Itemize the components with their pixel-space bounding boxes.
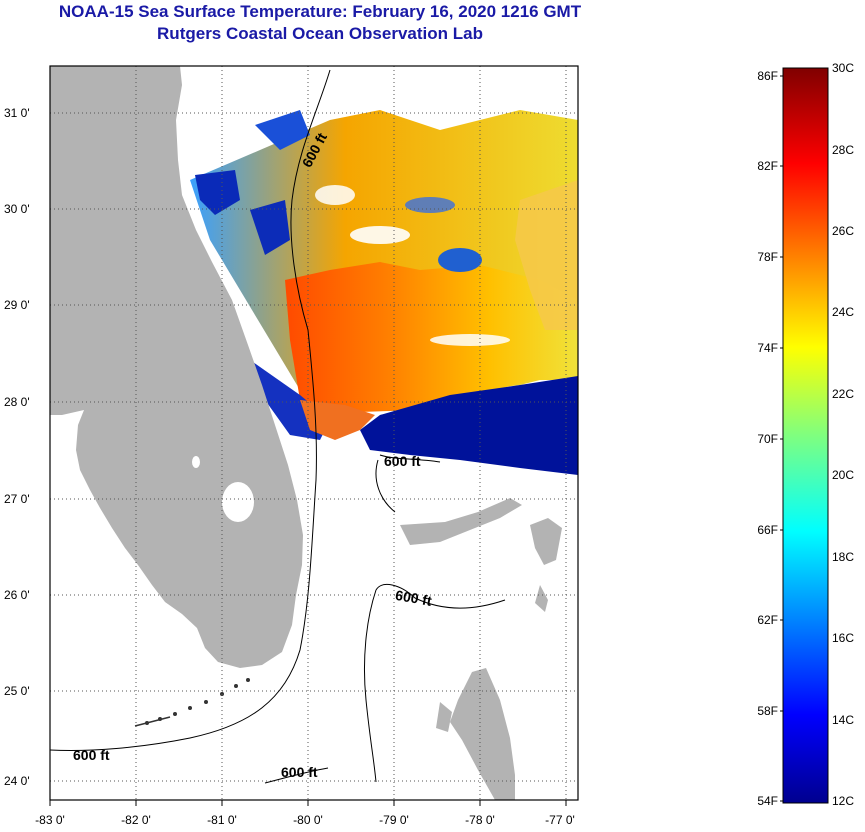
- lat-label: 29 0': [4, 298, 30, 312]
- lon-label: -81 0': [207, 813, 237, 827]
- c-label: 12C: [832, 794, 854, 808]
- f-label: 66F: [757, 523, 778, 537]
- c-label: 30C: [832, 61, 854, 75]
- colorbar-gradient: [782, 67, 829, 804]
- f-label: 58F: [757, 704, 778, 718]
- c-label: 22C: [832, 387, 854, 401]
- isobath-600ft: [50, 69, 506, 784]
- c-label: 26C: [832, 224, 854, 238]
- f-label: 78F: [757, 250, 778, 264]
- lat-label: 25 0': [4, 684, 30, 698]
- c-label: 24C: [832, 305, 854, 319]
- lon-label: -82 0': [121, 813, 151, 827]
- map-frame: [49, 65, 579, 801]
- c-label: 18C: [832, 550, 854, 564]
- map-title: NOAA-15 Sea Surface Temperature: Februar…: [58, 2, 582, 21]
- lon-label: -80 0': [293, 813, 323, 827]
- c-label: 28C: [832, 143, 854, 157]
- f-label: 62F: [757, 613, 778, 627]
- temperature-colorbar: 86F 82F 78F 74F 70F 66F 62F 58F 54F 30C …: [757, 61, 854, 808]
- map-area: [50, 66, 578, 800]
- contour-label-keys: 600 ft: [281, 764, 318, 780]
- lat-label: 27 0': [4, 492, 30, 506]
- f-label: 54F: [757, 794, 778, 808]
- contour-label-bahamas: 600 ft: [394, 587, 433, 609]
- lat-label: 31 0': [4, 106, 30, 120]
- c-label: 14C: [832, 713, 854, 727]
- lon-label: -78 0': [465, 813, 495, 827]
- c-label: 20C: [832, 468, 854, 482]
- f-label: 86F: [757, 69, 778, 83]
- lat-label: 28 0': [4, 395, 30, 409]
- lon-label: -79 0': [379, 813, 409, 827]
- contour-label-south: 600 ft: [73, 747, 110, 763]
- lat-label: 24 0': [4, 774, 30, 788]
- f-label: 82F: [757, 159, 778, 173]
- f-label: 74F: [757, 341, 778, 355]
- lake-okeechobee: [222, 482, 254, 522]
- map-subtitle: Rutgers Coastal Ocean Observation Lab: [157, 24, 483, 43]
- bahamas-land: [400, 498, 562, 800]
- f-label: 70F: [757, 432, 778, 446]
- contour-label-east: 600 ft: [384, 453, 421, 469]
- lon-label: -83 0': [35, 813, 65, 827]
- c-label: 16C: [832, 631, 854, 645]
- lat-label: 30 0': [4, 202, 30, 216]
- lon-label: -77 0': [545, 813, 575, 827]
- lat-label: 26 0': [4, 588, 30, 602]
